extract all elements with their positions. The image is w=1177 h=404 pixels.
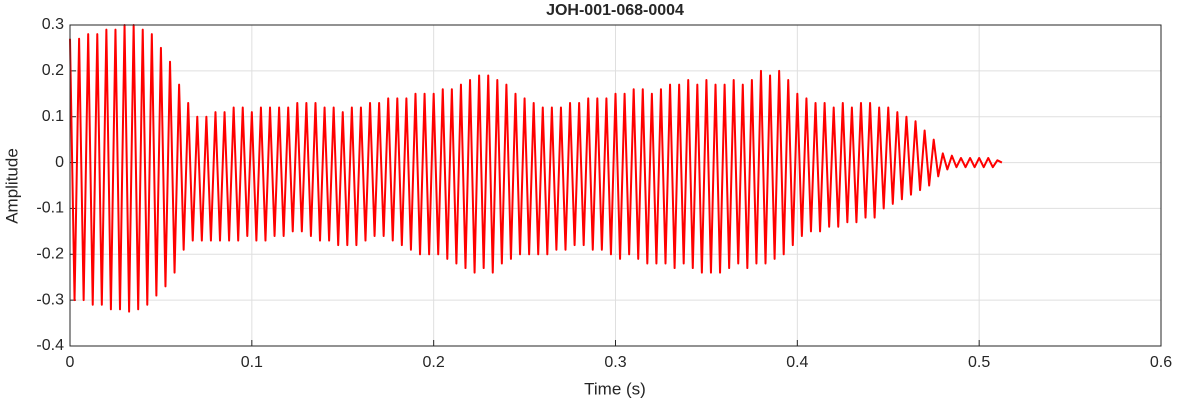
x-tick-label: 0.1 (241, 354, 263, 371)
chart-title: JOH-001-068-0004 (546, 2, 684, 19)
plot-frame (69, 24, 1162, 347)
y-tick-label: -0.3 (36, 291, 64, 308)
y-tick-label: 0 (55, 154, 64, 171)
x-tick-label: 0.5 (968, 354, 990, 371)
y-tick-label: 0.2 (42, 62, 64, 79)
y-tick-label: 0.3 (42, 16, 64, 33)
x-tick-label: 0.2 (423, 354, 445, 371)
x-tick-label: 0.4 (786, 354, 808, 371)
y-tick-label: 0.1 (42, 108, 64, 125)
y-axis-label: Amplitude (2, 148, 21, 224)
y-tick-label: -0.2 (36, 246, 64, 263)
x-tick-label: 0.3 (604, 354, 626, 371)
x-axis-label: Time (s) (584, 379, 646, 398)
x-tick-label: 0 (66, 354, 75, 371)
y-tick-label: -0.4 (36, 337, 64, 354)
x-tick-label: 0.6 (1150, 354, 1172, 371)
waveform-line (69, 24, 1003, 313)
y-tick-label: -0.1 (36, 200, 64, 217)
